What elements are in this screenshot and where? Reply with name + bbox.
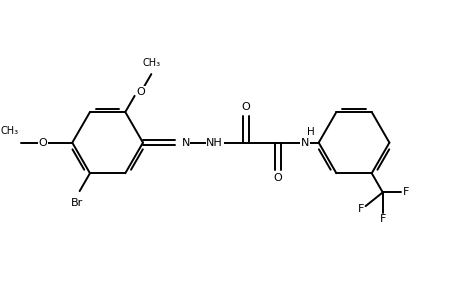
Text: O: O	[241, 102, 250, 112]
Text: O: O	[136, 87, 145, 97]
Text: Br: Br	[71, 199, 83, 208]
Text: N: N	[181, 138, 190, 148]
Text: H: H	[307, 127, 314, 137]
Text: N: N	[300, 138, 308, 148]
Text: F: F	[357, 204, 363, 214]
Text: CH₃: CH₃	[1, 126, 19, 136]
Text: O: O	[39, 138, 47, 148]
Text: NH: NH	[206, 138, 223, 148]
Text: F: F	[402, 188, 409, 197]
Text: F: F	[379, 214, 385, 224]
Text: CH₃: CH₃	[142, 58, 160, 68]
Text: O: O	[273, 173, 282, 183]
